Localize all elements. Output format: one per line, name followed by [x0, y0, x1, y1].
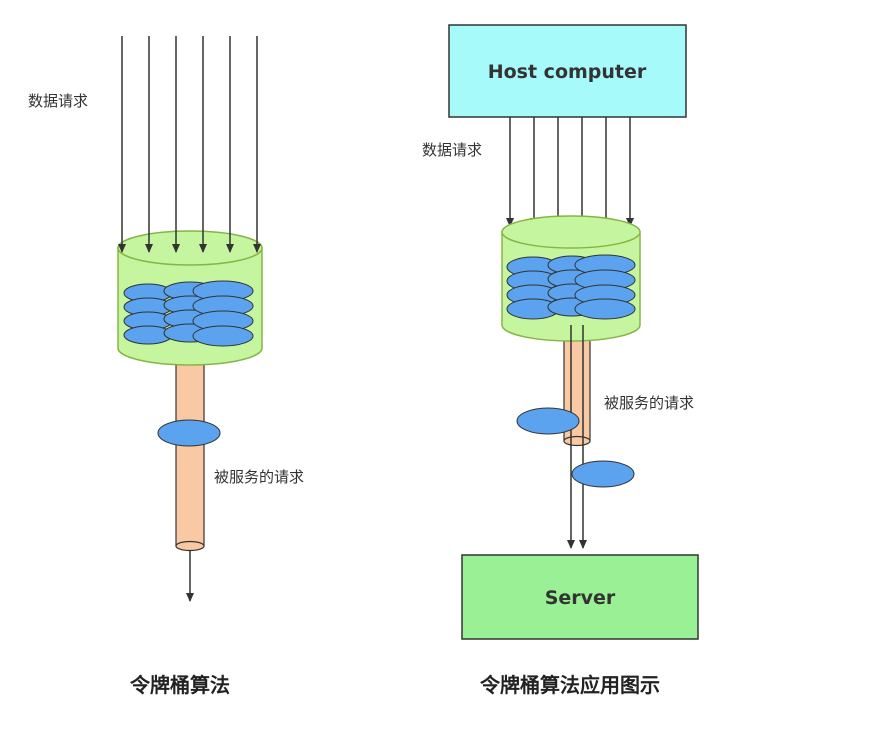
- left-output-pipe: [175, 349, 205, 552]
- right-request-arrows: [506, 117, 634, 227]
- right-served-token-2: [571, 460, 635, 488]
- left-request-label: 数据请求: [28, 92, 88, 110]
- right-served-label: 被服务的请求: [604, 394, 694, 412]
- server-box: [461, 554, 699, 640]
- right-diagram: Host computer: [422, 24, 699, 697]
- left-diagram: 数据请求 被服务的请求 令牌桶算法: [28, 36, 304, 697]
- right-server-arrows: [567, 325, 587, 549]
- left-served-token: [157, 419, 221, 447]
- right-caption: 令牌桶算法应用图示: [480, 673, 660, 697]
- server-label: Server: [545, 587, 616, 609]
- host-computer-label: Host computer: [488, 61, 647, 83]
- host-computer-box: [448, 24, 687, 118]
- right-request-label: 数据请求: [422, 141, 482, 159]
- right-bucket-tokens: [506, 254, 636, 320]
- left-bucket-tokens: [123, 280, 254, 347]
- right-served-token-1: [516, 407, 580, 435]
- left-request-arrows: [118, 36, 261, 253]
- left-served-label: 被服务的请求: [214, 468, 304, 486]
- left-caption: 令牌桶算法: [130, 673, 230, 697]
